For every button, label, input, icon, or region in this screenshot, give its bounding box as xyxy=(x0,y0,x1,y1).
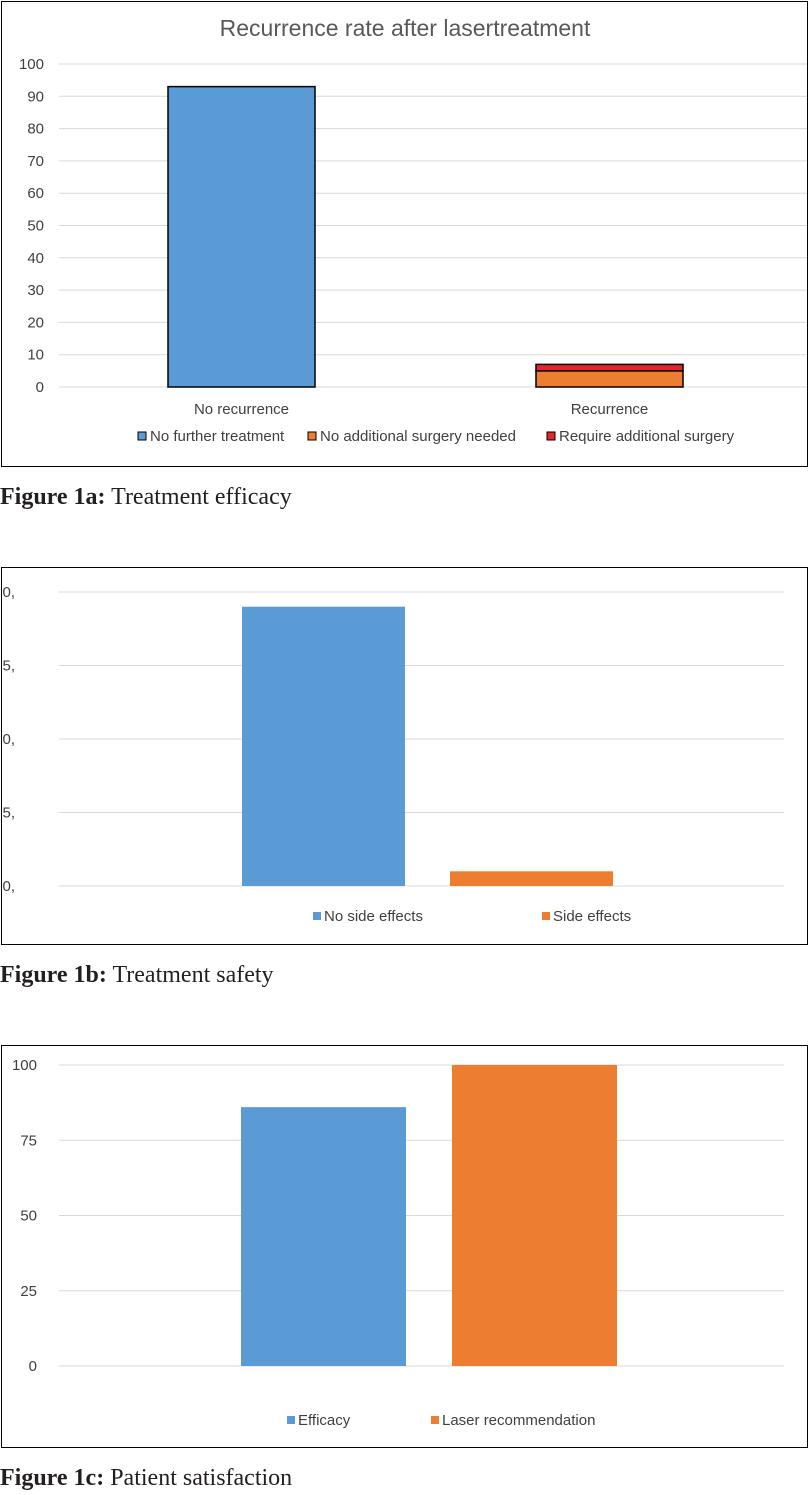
y-tick-label: 30 xyxy=(27,282,44,299)
y-tick-label: 100 xyxy=(12,1057,37,1074)
legend-swatch xyxy=(287,1416,295,1424)
chart-panel-treatment-safety: 0, 25, 50, 75, 100, No side effects Side effec… xyxy=(1,567,808,945)
y-tick-label: 50 xyxy=(27,218,44,235)
chart-panel-patient-satisfaction: 0 25 50 75 100 Efficacy Laser recommendation xyxy=(1,1045,808,1448)
y-tick-label: 0 xyxy=(29,1358,37,1375)
y-tick-label: 90 xyxy=(27,88,44,105)
legend-label: No further treatment xyxy=(150,428,285,445)
x-category-label: No recurrence xyxy=(194,401,289,418)
bar xyxy=(535,370,684,388)
legend-swatch xyxy=(313,912,321,920)
caption-text: Treatment safety xyxy=(112,962,274,988)
y-tick-label: 0, xyxy=(2,878,15,895)
chart-treatment-safety: 0, 25, 50, 75, 100, No side effects Side effec… xyxy=(2,584,784,925)
bar xyxy=(450,871,613,886)
x-category-label: Recurrence xyxy=(571,401,649,418)
y-tick-label: 70 xyxy=(27,153,44,170)
y-tick-label: 100 xyxy=(19,56,44,73)
caption-label: Figure 1b: xyxy=(0,962,107,988)
chart-treatment-efficacy: 0 10 20 30 40 50 60 70 80 90 100 Recurrence rate af… xyxy=(19,15,807,445)
legend-swatch xyxy=(137,431,147,441)
bar xyxy=(241,1107,406,1366)
chart-panel-treatment-efficacy: 0 10 20 30 40 50 60 70 80 90 100 Recurrence rate af… xyxy=(1,1,808,467)
y-tick-label: 25, xyxy=(2,805,15,822)
y-tick-label: 25 xyxy=(20,1283,37,1300)
caption-label: Figure 1c: xyxy=(0,1465,105,1491)
y-tick-label: 40 xyxy=(27,250,44,267)
y-tick-label: 20 xyxy=(27,314,44,331)
legend-label: No additional surgery needed xyxy=(320,428,516,445)
legend-swatch xyxy=(307,431,317,441)
caption-text: Patient satisfaction xyxy=(110,1465,293,1491)
y-tick-label: 0 xyxy=(36,379,44,396)
legend-swatch xyxy=(546,431,556,441)
legend-label: Require additional surgery xyxy=(559,428,735,445)
y-tick-label: 100, xyxy=(2,584,15,601)
caption-label: Figure 1a: xyxy=(0,484,106,510)
y-tick-label: 75 xyxy=(20,1132,37,1149)
legend-label: Laser recommendation xyxy=(442,1412,595,1429)
bar xyxy=(242,606,405,886)
legend-label: No side effects xyxy=(324,908,423,925)
bar xyxy=(535,363,684,372)
chart-title: Recurrence rate after lasertreatment xyxy=(220,15,591,41)
y-tick-label: 75, xyxy=(2,658,15,675)
y-tick-label: 60 xyxy=(27,185,44,202)
y-tick-label: 10 xyxy=(27,347,44,364)
chart-patient-satisfaction: 0 25 50 75 100 Efficacy Laser recommendation xyxy=(12,1057,784,1429)
legend-swatch xyxy=(431,1416,439,1424)
bar xyxy=(452,1065,617,1366)
y-tick-label: 50, xyxy=(2,731,15,748)
y-tick-label: 80 xyxy=(27,121,44,138)
caption-text: Treatment efficacy xyxy=(111,484,292,510)
legend-swatch xyxy=(542,912,550,920)
bar xyxy=(167,85,316,388)
figure-caption-1b: Figure 1b: Treatment safety xyxy=(0,962,274,989)
legend-label: Efficacy xyxy=(298,1412,351,1429)
figure-caption-1a: Figure 1a: Treatment efficacy xyxy=(0,484,292,511)
y-tick-label: 50 xyxy=(20,1208,37,1225)
figure-caption-1c: Figure 1c: Patient satisfaction xyxy=(0,1465,292,1492)
legend-label: Side effects xyxy=(553,908,631,925)
